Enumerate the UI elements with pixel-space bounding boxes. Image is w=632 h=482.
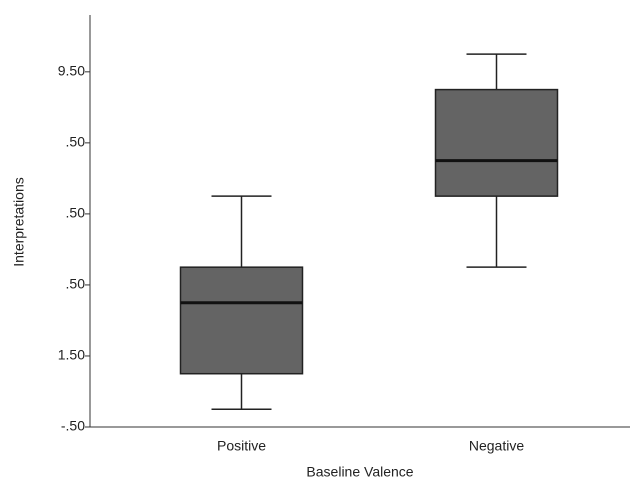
box xyxy=(434,88,559,197)
y-axis-label: Interpretations xyxy=(11,177,27,267)
y-tick-label: 1.50 xyxy=(58,347,85,363)
x-tick-label: Positive xyxy=(217,438,266,454)
y-tick-label: -.50 xyxy=(61,418,85,434)
x-axis-label: Baseline Valence xyxy=(306,464,413,480)
box xyxy=(179,266,304,375)
y-tick-label: .50 xyxy=(66,205,86,221)
y-tick-label: .50 xyxy=(66,134,86,150)
y-tick-label: .50 xyxy=(66,276,86,292)
x-tick-label: Negative xyxy=(469,438,524,454)
y-tick-label: 9.50 xyxy=(58,63,85,79)
